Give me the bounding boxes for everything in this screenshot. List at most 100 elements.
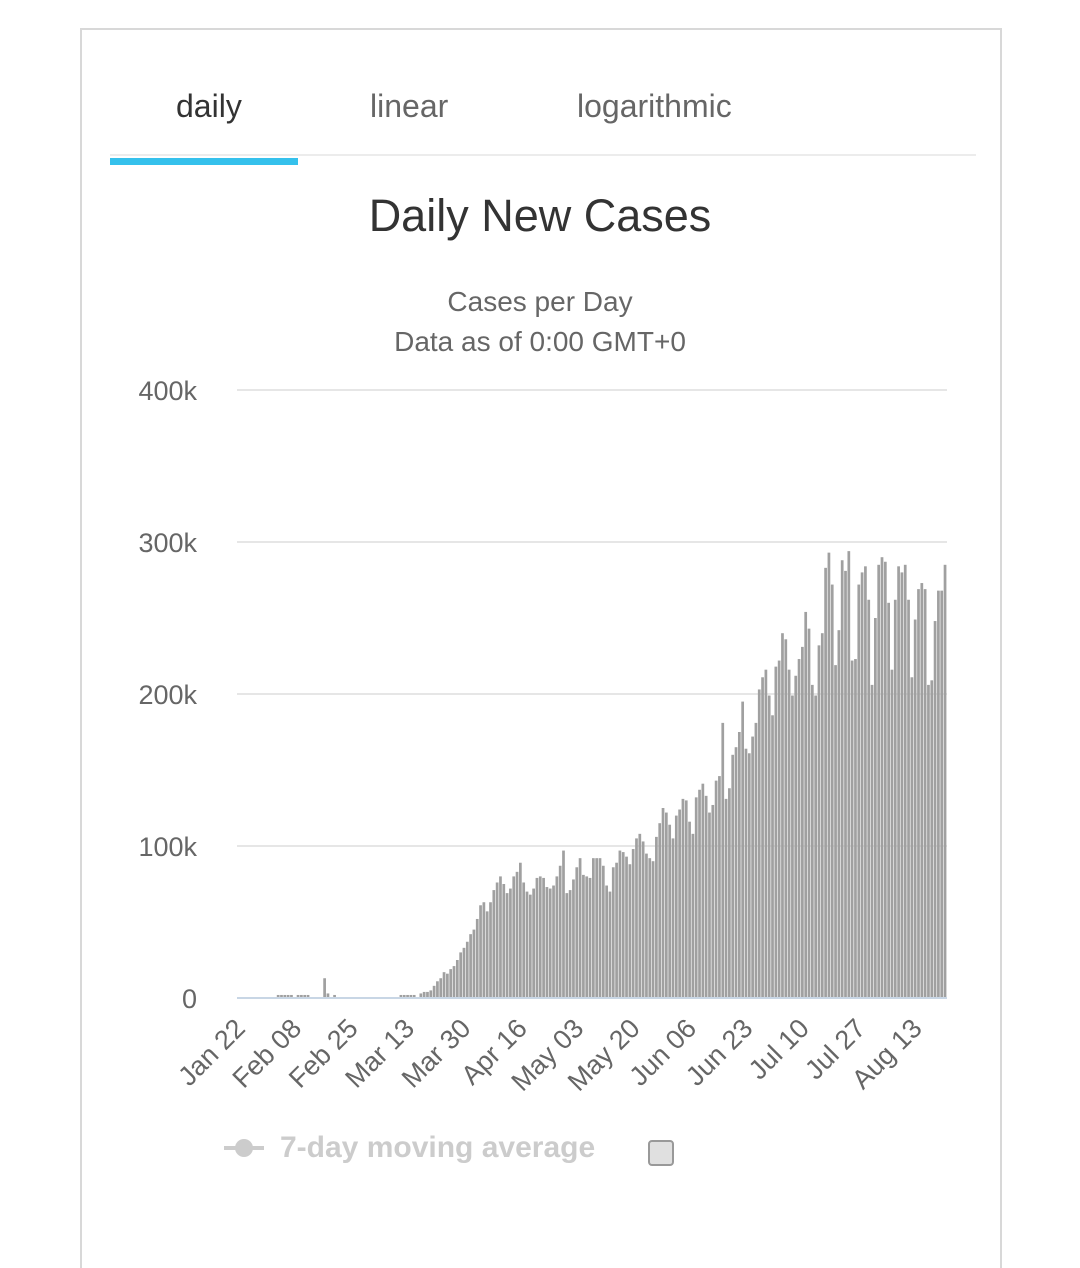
bar bbox=[326, 993, 330, 998]
bar bbox=[684, 800, 688, 998]
bar bbox=[688, 821, 691, 998]
bar bbox=[923, 589, 927, 998]
legend-line-marker-icon bbox=[224, 1136, 264, 1160]
bar bbox=[459, 952, 463, 998]
bar bbox=[286, 994, 290, 998]
bar bbox=[671, 838, 675, 998]
bar bbox=[595, 858, 599, 998]
bar bbox=[704, 795, 708, 998]
legend-label: 7-day moving average bbox=[280, 1131, 596, 1164]
bar bbox=[893, 599, 897, 998]
bar bbox=[777, 660, 781, 998]
bar bbox=[618, 850, 622, 998]
bar bbox=[728, 788, 731, 998]
bar bbox=[883, 561, 887, 998]
bar bbox=[625, 856, 628, 998]
bar bbox=[645, 853, 648, 998]
bar bbox=[588, 877, 592, 998]
bar bbox=[903, 564, 907, 998]
bar bbox=[664, 812, 668, 998]
y-tick-label: 300k bbox=[138, 528, 197, 558]
bar bbox=[442, 972, 446, 998]
bar bbox=[930, 680, 934, 998]
bar bbox=[860, 572, 864, 998]
bar bbox=[668, 824, 672, 998]
bar bbox=[502, 884, 506, 998]
x-tick-label: Jul 10 bbox=[743, 1013, 815, 1085]
legend-moving-average[interactable]: 7-day moving average bbox=[224, 1126, 595, 1170]
bar bbox=[870, 684, 874, 998]
bar bbox=[691, 833, 695, 998]
bar bbox=[542, 877, 545, 998]
bar bbox=[794, 675, 798, 998]
bar bbox=[797, 659, 801, 998]
bar bbox=[801, 646, 804, 998]
bar bbox=[744, 748, 748, 998]
tab-logarithmic[interactable]: logarithmic bbox=[577, 88, 732, 124]
bar bbox=[714, 780, 718, 998]
tab-daily[interactable]: daily bbox=[176, 88, 242, 124]
bar bbox=[592, 858, 595, 998]
bar bbox=[300, 994, 303, 998]
bar bbox=[827, 552, 831, 998]
bar bbox=[426, 991, 429, 998]
bar bbox=[499, 876, 502, 998]
tab-linear[interactable]: linear bbox=[370, 88, 449, 124]
bar bbox=[552, 885, 555, 998]
bar bbox=[724, 798, 728, 998]
bar bbox=[638, 833, 642, 998]
bar bbox=[608, 891, 612, 998]
bar bbox=[897, 566, 900, 998]
bar bbox=[764, 669, 768, 998]
bar bbox=[489, 902, 492, 998]
bar bbox=[333, 994, 336, 998]
bar bbox=[824, 567, 827, 998]
bar bbox=[933, 621, 937, 998]
bar bbox=[900, 572, 904, 998]
y-tick-label: 400k bbox=[138, 376, 197, 406]
bar bbox=[525, 891, 529, 998]
bar bbox=[718, 776, 721, 998]
bar bbox=[621, 852, 625, 998]
bar bbox=[296, 994, 300, 998]
bar bbox=[628, 864, 632, 998]
bar bbox=[655, 836, 658, 998]
active-tab-indicator bbox=[110, 158, 298, 165]
bar bbox=[847, 551, 851, 998]
bar bbox=[784, 639, 788, 998]
bar bbox=[512, 876, 516, 998]
bar bbox=[505, 893, 509, 998]
bar bbox=[555, 876, 559, 998]
bar bbox=[877, 564, 881, 998]
bar bbox=[409, 994, 413, 998]
bar bbox=[917, 589, 920, 998]
bar bbox=[658, 823, 662, 998]
bar bbox=[937, 590, 940, 998]
bar bbox=[469, 934, 472, 998]
moving-average-checkbox[interactable] bbox=[648, 1140, 674, 1166]
bar bbox=[940, 590, 944, 998]
bar bbox=[907, 599, 910, 998]
bar bbox=[495, 882, 499, 998]
tabs-divider bbox=[110, 154, 976, 156]
bar bbox=[276, 994, 280, 998]
bar bbox=[920, 583, 924, 998]
bar bbox=[432, 985, 436, 998]
bar bbox=[601, 865, 605, 998]
bar bbox=[754, 722, 758, 998]
chart-title: Daily New Cases bbox=[368, 190, 712, 241]
bar bbox=[757, 689, 761, 998]
bar bbox=[605, 885, 608, 998]
bar bbox=[943, 564, 947, 998]
bar bbox=[280, 994, 283, 998]
bar bbox=[615, 862, 618, 998]
bar bbox=[528, 894, 532, 998]
bar bbox=[747, 753, 751, 998]
bar bbox=[820, 633, 824, 998]
bar bbox=[814, 695, 818, 998]
bar bbox=[817, 645, 821, 998]
bar bbox=[890, 669, 894, 998]
bar bbox=[681, 798, 685, 998]
bar bbox=[807, 628, 811, 998]
